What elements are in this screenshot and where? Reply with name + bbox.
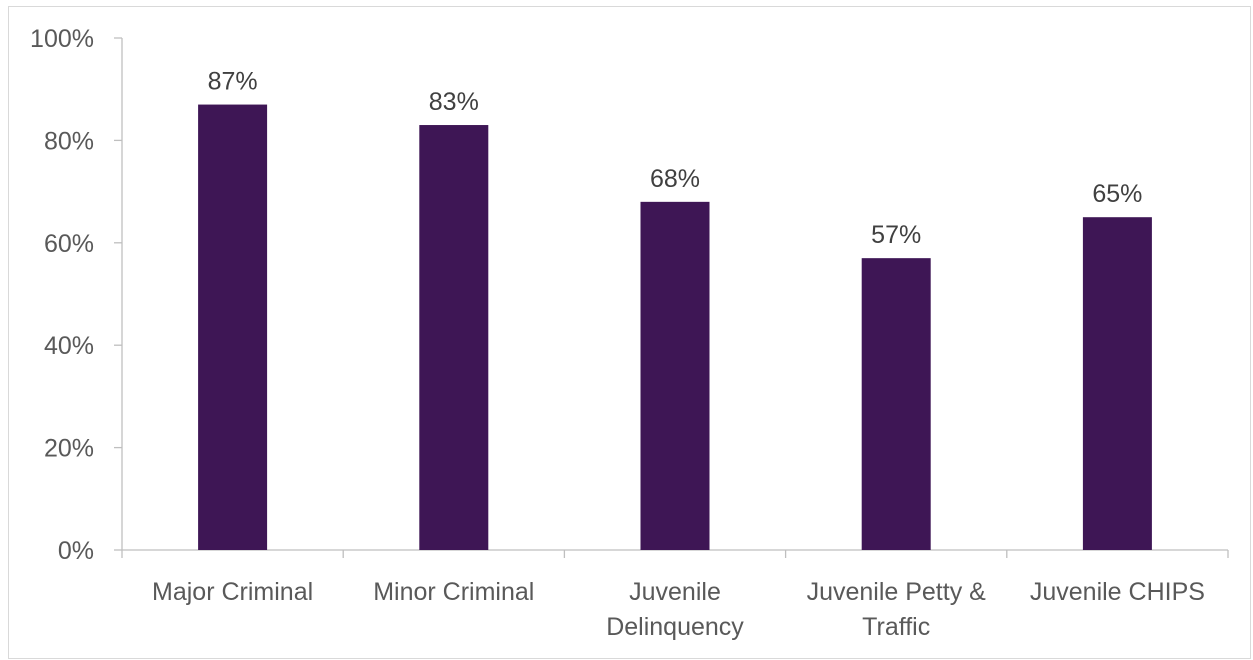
bar bbox=[198, 104, 268, 550]
category-label-line: Minor Criminal bbox=[373, 578, 534, 606]
category-label: Juvenile Petty & Traffic bbox=[807, 578, 987, 641]
category-label: Major Criminal bbox=[152, 578, 313, 606]
category-label-line: Juvenile Petty & bbox=[807, 578, 987, 606]
category-label-line: Juvenile CHIPS bbox=[1030, 578, 1205, 606]
data-label: 65% bbox=[1092, 180, 1142, 208]
data-labels: 87% 83% 68% 57% 65% bbox=[208, 68, 1143, 250]
bar bbox=[640, 201, 710, 550]
y-tick-label: 40% bbox=[44, 332, 94, 360]
y-tick-label: 0% bbox=[58, 537, 94, 565]
bars bbox=[198, 104, 1152, 550]
bar bbox=[1082, 217, 1152, 550]
y-tick-label: 100% bbox=[30, 25, 94, 53]
category-label: Minor Criminal bbox=[373, 578, 534, 606]
bar bbox=[419, 125, 489, 550]
data-label: 87% bbox=[208, 68, 258, 96]
data-label: 83% bbox=[429, 88, 479, 116]
bar bbox=[861, 258, 931, 550]
category-label-line: Delinquency bbox=[606, 613, 744, 641]
data-label: 57% bbox=[871, 221, 921, 249]
category-label: Juvenile CHIPS bbox=[1030, 578, 1205, 606]
y-tick-label: 20% bbox=[44, 435, 94, 463]
x-axis bbox=[121, 549, 1229, 558]
category-labels: Major Criminal Minor Criminal Juvenile Deli… bbox=[152, 578, 1205, 641]
y-tick-label: 80% bbox=[44, 127, 94, 155]
category-label-line: Traffic bbox=[862, 613, 930, 641]
y-tick-label: 60% bbox=[44, 230, 94, 258]
category-label-line: Juvenile bbox=[629, 578, 721, 606]
category-label: Juvenile Delinquency bbox=[606, 578, 744, 641]
y-axis: 0% 20% 40% 60% 80% 100% bbox=[30, 25, 123, 565]
data-label: 68% bbox=[650, 165, 700, 193]
category-label-line: Major Criminal bbox=[152, 578, 313, 606]
